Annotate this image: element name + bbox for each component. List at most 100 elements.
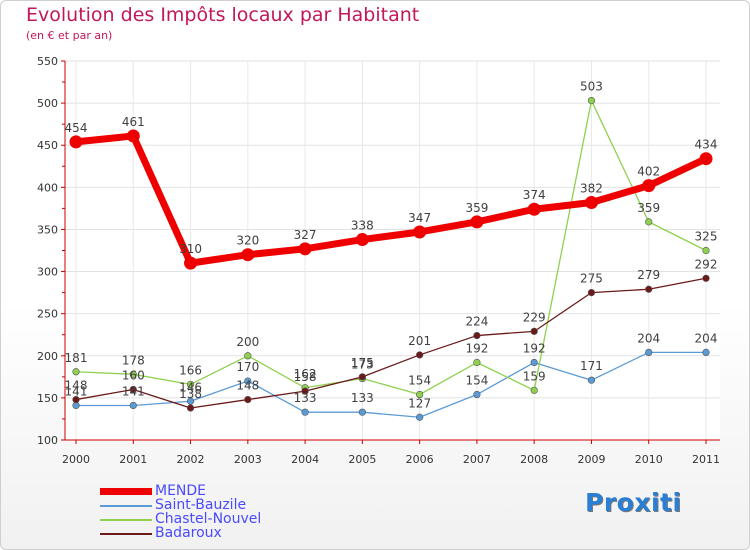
legend-item: Badaroux (100, 525, 360, 541)
data-label: 204 (695, 331, 718, 345)
y-tick-label: 200 (37, 350, 58, 363)
data-point (584, 195, 598, 209)
legend-swatch (100, 488, 152, 495)
data-point (186, 404, 195, 412)
data-label: 175 (351, 356, 374, 370)
data-label: 434 (695, 138, 718, 152)
data-label: 454 (65, 121, 88, 135)
data-point (129, 385, 137, 394)
data-label: 160 (122, 368, 145, 382)
x-tick-label: 2008 (520, 453, 548, 466)
data-label: 181 (65, 351, 88, 365)
data-label: 320 (236, 234, 259, 248)
data-point (645, 285, 653, 293)
x-tick-label: 2004 (291, 453, 319, 466)
data-point (244, 352, 252, 360)
series-line-mende (72, 132, 710, 267)
x-tick-label: 2005 (348, 453, 376, 466)
data-point (358, 373, 366, 381)
data-label: 171 (580, 359, 603, 373)
data-label: 158 (294, 370, 317, 384)
x-tick-label: 2009 (577, 453, 605, 466)
data-label: 347 (408, 211, 431, 225)
y-tick-label: 150 (37, 392, 58, 405)
data-label: 173 (351, 358, 374, 372)
data-label: 192 (523, 342, 546, 356)
x-tick-label: 2006 (406, 453, 434, 466)
data-point (527, 202, 541, 216)
data-point (473, 390, 481, 399)
data-label: 292 (695, 257, 718, 271)
data-point (699, 152, 713, 166)
data-label: 141 (122, 384, 145, 398)
legend-label: Chastel-Nouvel (155, 511, 262, 527)
legend-label: MENDE (155, 483, 207, 499)
legend: MENDE Saint-Bauzile Chastel-Nouvel Badaroux (100, 483, 360, 541)
data-point (587, 289, 596, 297)
data-point (184, 256, 198, 270)
data-point (530, 327, 538, 335)
x-tick-label: 2007 (463, 453, 491, 466)
data-label: 148 (65, 379, 88, 393)
data-label: 178 (122, 353, 145, 367)
legend-item: Chastel-Nouvel (100, 511, 360, 527)
data-label: 201 (408, 334, 431, 348)
y-tick-label: 300 (37, 266, 58, 279)
y-tick-label: 250 (37, 308, 58, 321)
data-label: 279 (637, 268, 660, 282)
data-label: 374 (523, 188, 546, 202)
data-point (69, 135, 83, 149)
data-point (587, 376, 596, 384)
data-label: 170 (236, 360, 259, 374)
data-label: 138 (179, 387, 202, 401)
data-label: 204 (637, 331, 660, 345)
data-label: 359 (465, 201, 488, 215)
x-tick-label: 2011 (692, 453, 720, 466)
data-point (129, 370, 137, 378)
data-label: 133 (351, 391, 374, 405)
data-label: 359 (637, 201, 660, 215)
y-tick-label: 100 (37, 434, 58, 447)
legend-label: Saint-Bauzile (155, 497, 247, 513)
data-label: 200 (236, 335, 259, 349)
data-label: 229 (523, 310, 546, 324)
data-label: 402 (637, 165, 660, 179)
legend-item: Saint-Bauzile (100, 497, 360, 513)
chart-subtitle: (en € et par an) (26, 29, 113, 42)
plot-area (65, 61, 720, 440)
data-point (645, 348, 653, 357)
legend-label: Badaroux (155, 525, 222, 541)
legend-swatch (100, 519, 152, 521)
data-label: 154 (465, 374, 488, 388)
data-label: 159 (523, 369, 546, 383)
data-point (473, 331, 481, 340)
data-point (702, 274, 710, 282)
series-line-badaroux (75, 277, 707, 409)
data-label: 503 (580, 80, 603, 94)
data-point (642, 179, 656, 193)
data-point (244, 395, 252, 404)
legend-item: MENDE (100, 483, 360, 499)
data-point (645, 218, 653, 226)
data-label: 382 (580, 181, 603, 195)
data-point (587, 96, 596, 105)
chart-title: Evolution des Impôts locaux par Habitant (26, 4, 420, 26)
data-label: 148 (236, 379, 259, 393)
data-label: 310 (179, 242, 202, 256)
data-label: 275 (580, 272, 603, 286)
data-label: 162 (294, 367, 317, 381)
series-line-chastel-nouvel (75, 99, 707, 396)
data-label: 192 (465, 342, 488, 356)
data-point (358, 408, 366, 416)
data-point (241, 248, 255, 262)
data-point (126, 129, 140, 143)
x-tick-label: 2003 (234, 453, 262, 466)
data-label: 461 (122, 115, 145, 129)
logo-text: Proxiti (585, 488, 682, 517)
data-point (244, 377, 252, 385)
data-point (702, 246, 710, 255)
data-point (298, 242, 312, 256)
data-point (530, 358, 538, 367)
x-tick-label: 2001 (119, 453, 147, 466)
